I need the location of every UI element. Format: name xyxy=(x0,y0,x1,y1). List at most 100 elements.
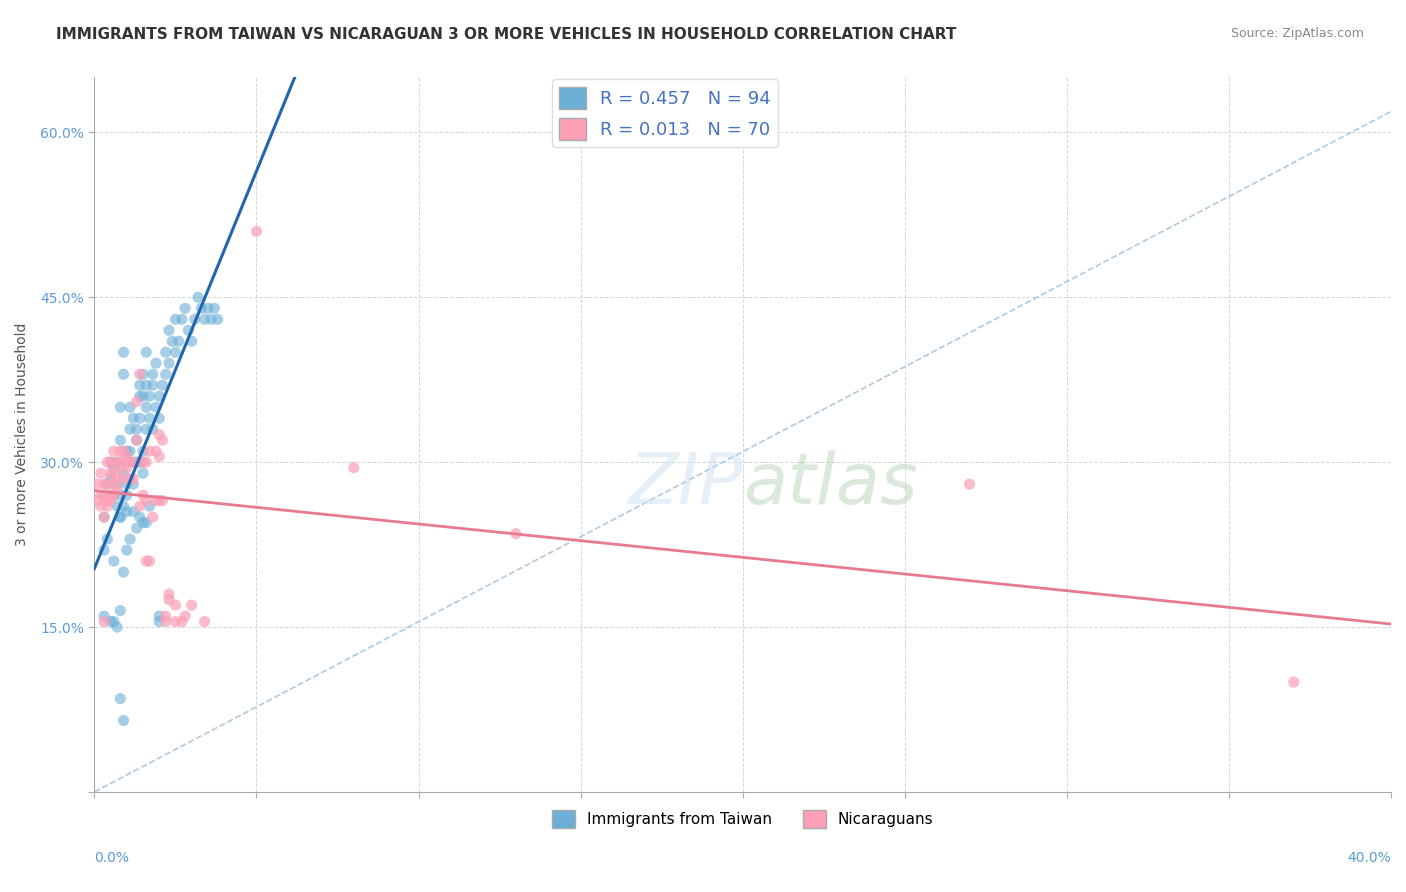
Point xyxy=(115,488,138,502)
Point xyxy=(145,493,167,508)
Point xyxy=(167,334,190,349)
Point xyxy=(132,516,155,530)
Point xyxy=(100,493,122,508)
Point xyxy=(128,389,150,403)
Point xyxy=(202,301,225,316)
Point xyxy=(165,615,187,629)
Point xyxy=(105,483,128,497)
Point xyxy=(174,301,197,316)
Point xyxy=(132,368,155,382)
Point xyxy=(103,488,125,502)
Point xyxy=(105,472,128,486)
Point xyxy=(112,472,135,486)
Point xyxy=(120,455,142,469)
Point xyxy=(135,401,157,415)
Point xyxy=(110,401,132,415)
Point xyxy=(112,565,135,579)
Point xyxy=(112,499,135,513)
Point xyxy=(93,609,115,624)
Point xyxy=(180,598,202,612)
Point xyxy=(142,422,165,436)
Point xyxy=(157,587,180,601)
Point xyxy=(135,422,157,436)
Point xyxy=(100,455,122,469)
Point xyxy=(122,505,145,519)
Point xyxy=(122,472,145,486)
Point xyxy=(96,499,118,513)
Point xyxy=(155,345,177,359)
Point xyxy=(142,368,165,382)
Point xyxy=(93,510,115,524)
Point xyxy=(135,345,157,359)
Point xyxy=(128,499,150,513)
Point xyxy=(135,493,157,508)
Point xyxy=(110,510,132,524)
Text: Source: ZipAtlas.com: Source: ZipAtlas.com xyxy=(1230,27,1364,40)
Point xyxy=(128,378,150,392)
Point xyxy=(122,411,145,425)
Point xyxy=(138,444,160,458)
Point xyxy=(115,543,138,558)
Point xyxy=(122,455,145,469)
Point xyxy=(148,427,170,442)
Point xyxy=(100,455,122,469)
Point xyxy=(148,609,170,624)
Point xyxy=(148,450,170,464)
Point xyxy=(120,532,142,546)
Point xyxy=(115,460,138,475)
Point xyxy=(135,378,157,392)
Point xyxy=(128,455,150,469)
Point xyxy=(115,477,138,491)
Point xyxy=(93,510,115,524)
Point xyxy=(96,532,118,546)
Point xyxy=(112,444,135,458)
Point xyxy=(148,615,170,629)
Point xyxy=(103,460,125,475)
Point xyxy=(145,401,167,415)
Point xyxy=(165,345,187,359)
Point xyxy=(138,554,160,568)
Point xyxy=(152,378,174,392)
Point xyxy=(138,499,160,513)
Point xyxy=(100,615,122,629)
Point xyxy=(132,389,155,403)
Point xyxy=(122,477,145,491)
Point xyxy=(177,323,200,337)
Point xyxy=(105,455,128,469)
Point xyxy=(157,356,180,370)
Point xyxy=(100,472,122,486)
Point xyxy=(128,411,150,425)
Point xyxy=(110,510,132,524)
Point xyxy=(155,368,177,382)
Text: ZIP: ZIP xyxy=(628,450,742,519)
Point xyxy=(100,488,122,502)
Point xyxy=(115,455,138,469)
Point xyxy=(103,554,125,568)
Point xyxy=(112,466,135,480)
Point xyxy=(112,368,135,382)
Point xyxy=(174,609,197,624)
Point xyxy=(125,394,148,409)
Point xyxy=(105,499,128,513)
Point xyxy=(110,488,132,502)
Point xyxy=(120,401,142,415)
Point xyxy=(148,411,170,425)
Point xyxy=(170,615,193,629)
Point xyxy=(194,615,217,629)
Point xyxy=(125,433,148,447)
Point xyxy=(110,433,132,447)
Point xyxy=(112,345,135,359)
Point xyxy=(138,389,160,403)
Point xyxy=(138,411,160,425)
Point xyxy=(135,554,157,568)
Point xyxy=(100,466,122,480)
Point xyxy=(110,460,132,475)
Point xyxy=(103,615,125,629)
Point xyxy=(187,290,209,304)
Point xyxy=(93,615,115,629)
Point xyxy=(194,312,217,326)
Point xyxy=(86,477,108,491)
Point xyxy=(110,455,132,469)
Point xyxy=(165,598,187,612)
Point xyxy=(110,604,132,618)
